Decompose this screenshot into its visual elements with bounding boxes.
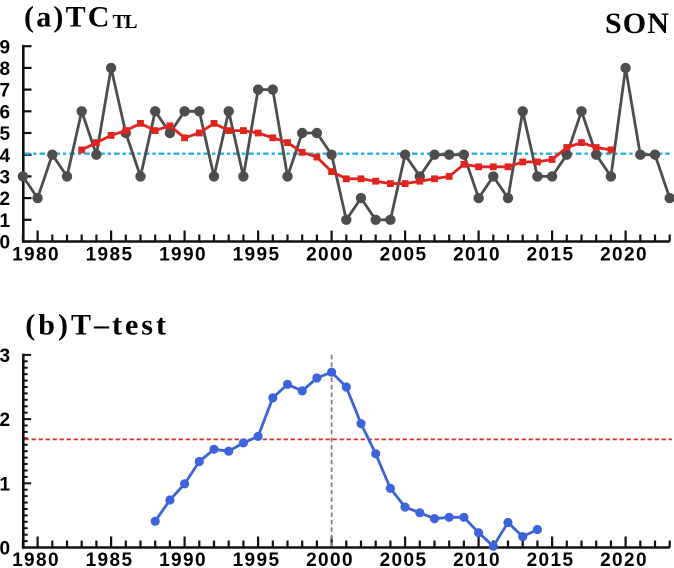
svg-text:5: 5 (0, 124, 12, 145)
svg-text:2015: 2015 (527, 550, 575, 568)
svg-text:1995: 1995 (233, 550, 281, 568)
svg-text:2005: 2005 (380, 550, 428, 568)
svg-text:2005: 2005 (380, 245, 428, 266)
svg-text:0: 0 (0, 233, 12, 254)
svg-text:3: 3 (0, 168, 12, 189)
svg-text:SON: SON (605, 7, 670, 40)
svg-text:2020: 2020 (600, 550, 648, 568)
svg-text:1985: 1985 (86, 550, 134, 568)
svg-text:3: 3 (0, 346, 12, 367)
svg-text:2000: 2000 (306, 245, 354, 266)
svg-text:2010: 2010 (453, 550, 501, 568)
svg-text:(b)T–test: (b)T–test (25, 309, 169, 342)
svg-text:0: 0 (0, 539, 12, 560)
svg-text:2: 2 (0, 410, 12, 431)
svg-text:2015: 2015 (527, 245, 575, 266)
svg-text:TL: TL (113, 12, 138, 33)
svg-text:1985: 1985 (86, 245, 134, 266)
svg-text:1: 1 (0, 474, 12, 495)
svg-text:4: 4 (0, 146, 12, 167)
svg-text:2010: 2010 (453, 245, 501, 266)
svg-text:9: 9 (0, 37, 12, 58)
svg-text:2020: 2020 (600, 245, 648, 266)
svg-text:(a)TC: (a)TC (24, 1, 112, 34)
svg-text:2: 2 (0, 189, 12, 210)
svg-text:2000: 2000 (306, 550, 354, 568)
svg-text:1995: 1995 (233, 245, 281, 266)
svg-text:8: 8 (0, 59, 12, 80)
svg-text:7: 7 (0, 81, 12, 102)
svg-text:1980: 1980 (12, 550, 60, 568)
svg-text:1990: 1990 (159, 245, 207, 266)
svg-text:1990: 1990 (159, 550, 207, 568)
svg-text:6: 6 (0, 102, 12, 123)
svg-text:1: 1 (0, 211, 12, 232)
svg-text:1980: 1980 (12, 245, 60, 266)
